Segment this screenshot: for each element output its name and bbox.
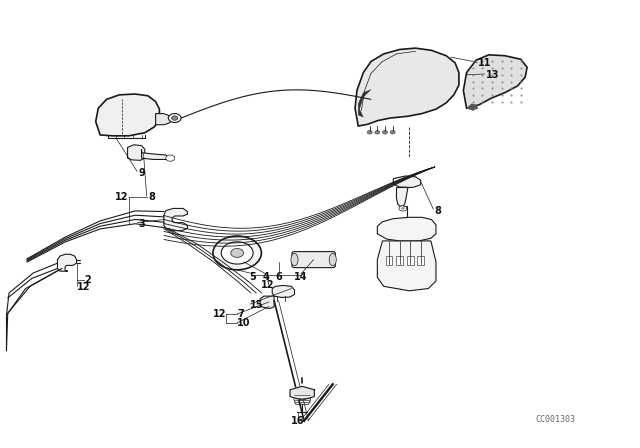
Circle shape <box>213 236 261 270</box>
Circle shape <box>166 155 175 161</box>
Polygon shape <box>294 393 310 404</box>
Text: 12: 12 <box>261 280 275 290</box>
Text: 15: 15 <box>250 300 264 310</box>
Polygon shape <box>58 254 77 271</box>
FancyBboxPatch shape <box>396 256 403 265</box>
Text: 2: 2 <box>84 275 91 284</box>
Text: 4: 4 <box>262 272 269 282</box>
Text: 12: 12 <box>115 192 129 202</box>
Polygon shape <box>378 217 436 241</box>
Circle shape <box>401 207 404 210</box>
Text: 11: 11 <box>478 58 492 68</box>
Circle shape <box>390 130 395 134</box>
Text: 13: 13 <box>486 70 499 80</box>
FancyBboxPatch shape <box>407 256 413 265</box>
Text: 6: 6 <box>275 272 282 282</box>
Polygon shape <box>467 104 478 111</box>
Polygon shape <box>355 48 459 126</box>
Polygon shape <box>127 145 145 160</box>
Text: 8: 8 <box>148 192 155 202</box>
Polygon shape <box>290 386 314 400</box>
Ellipse shape <box>329 254 336 266</box>
FancyBboxPatch shape <box>292 252 335 267</box>
Circle shape <box>168 114 181 122</box>
Text: 5: 5 <box>250 272 257 282</box>
Polygon shape <box>358 90 371 117</box>
Text: 8: 8 <box>435 206 442 215</box>
Polygon shape <box>141 149 168 159</box>
Text: 16: 16 <box>291 416 305 426</box>
Polygon shape <box>463 55 527 108</box>
Text: 14: 14 <box>294 272 308 282</box>
Circle shape <box>383 130 388 134</box>
Polygon shape <box>394 176 420 188</box>
Circle shape <box>221 242 253 264</box>
Ellipse shape <box>291 254 298 266</box>
Polygon shape <box>378 241 436 291</box>
FancyBboxPatch shape <box>386 256 392 265</box>
FancyBboxPatch shape <box>417 256 424 265</box>
Circle shape <box>231 249 244 258</box>
Circle shape <box>367 130 372 134</box>
Text: 9: 9 <box>138 168 145 178</box>
Polygon shape <box>260 296 274 309</box>
Text: 10: 10 <box>237 318 251 328</box>
Polygon shape <box>96 94 159 136</box>
Text: 12: 12 <box>213 309 227 319</box>
Circle shape <box>399 206 406 211</box>
Polygon shape <box>164 208 188 231</box>
Text: 12: 12 <box>77 282 90 292</box>
Text: CC001303: CC001303 <box>536 415 576 424</box>
Text: 7: 7 <box>237 309 244 319</box>
Text: 3: 3 <box>138 219 145 229</box>
Circle shape <box>172 116 178 120</box>
Circle shape <box>375 130 380 134</box>
Polygon shape <box>156 114 172 125</box>
Polygon shape <box>396 188 408 206</box>
Polygon shape <box>272 285 294 297</box>
